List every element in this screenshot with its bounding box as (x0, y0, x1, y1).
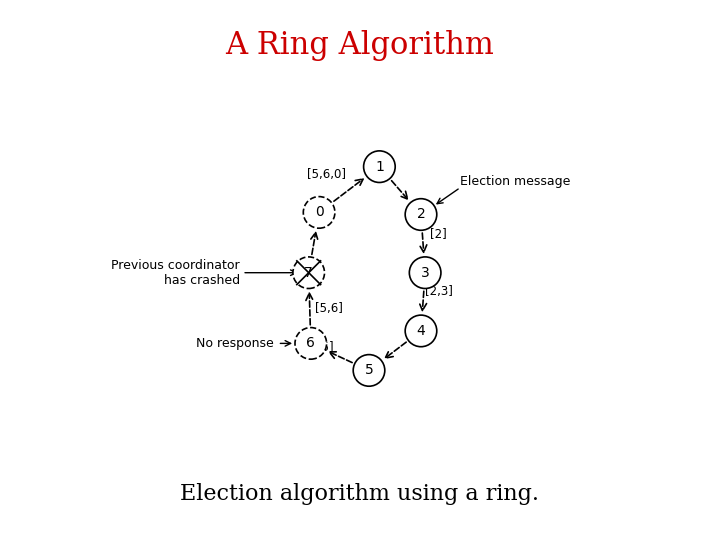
Text: Election message: Election message (461, 175, 571, 188)
Text: [2,3]: [2,3] (425, 285, 453, 298)
Circle shape (405, 199, 437, 230)
Text: 1: 1 (375, 160, 384, 174)
Text: 5: 5 (364, 363, 374, 377)
Text: Previous coordinator
   has crashed: Previous coordinator has crashed (112, 259, 240, 287)
Circle shape (405, 315, 437, 347)
Text: 7: 7 (305, 266, 313, 280)
Circle shape (410, 257, 441, 288)
Circle shape (354, 355, 384, 386)
Text: 3: 3 (420, 266, 430, 280)
Circle shape (364, 151, 395, 183)
Text: [2]: [2] (431, 227, 447, 240)
Text: No response: No response (196, 337, 274, 350)
Text: [5,6,0]: [5,6,0] (307, 168, 346, 181)
Circle shape (295, 328, 327, 359)
Text: Election algorithm using a ring.: Election algorithm using a ring. (181, 483, 539, 505)
Text: 2: 2 (417, 207, 426, 221)
Text: 4: 4 (417, 324, 426, 338)
Text: A Ring Algorithm: A Ring Algorithm (225, 30, 495, 62)
Text: 0: 0 (315, 205, 323, 219)
Text: [5]: [5] (317, 340, 333, 353)
Text: [5,6]: [5,6] (315, 301, 343, 314)
Circle shape (293, 257, 325, 288)
Circle shape (303, 197, 335, 228)
Text: 6: 6 (306, 336, 315, 350)
